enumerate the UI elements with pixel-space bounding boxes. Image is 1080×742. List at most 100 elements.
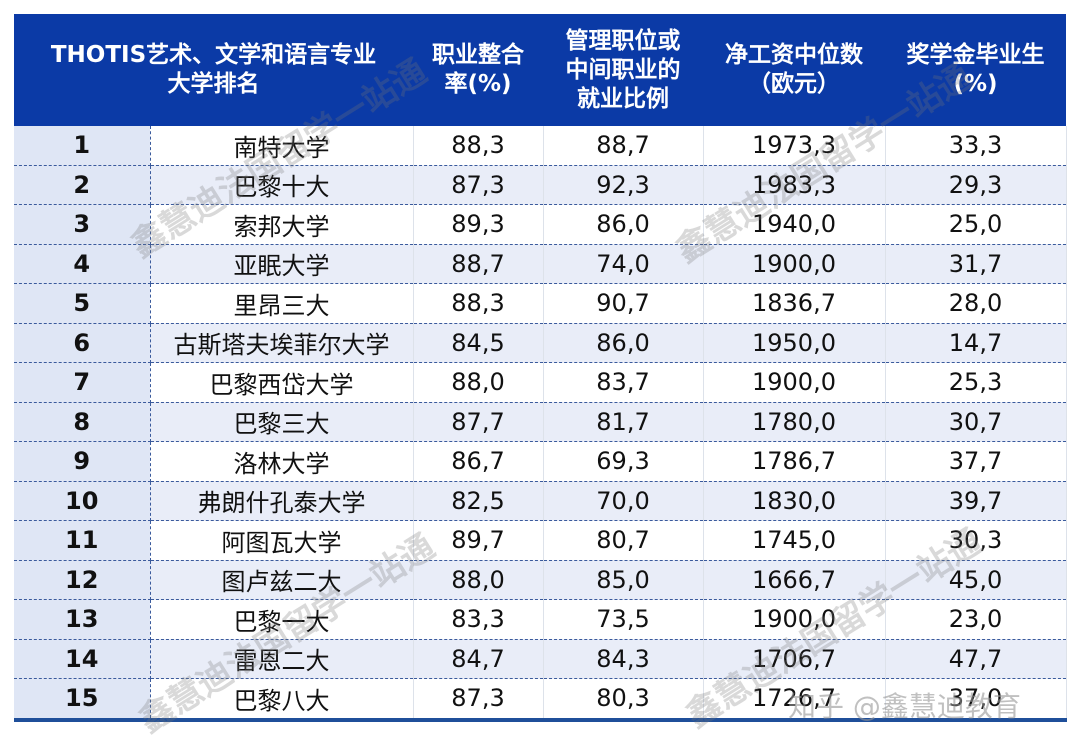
- integration-rate-cell: 88,7: [413, 244, 544, 284]
- table-row: 5 里昂三大 88,3 90,7 1836,7 28,0: [14, 283, 1067, 324]
- scholarship-grads-cell: 29,3: [885, 165, 1067, 205]
- median-salary-cell: 1780,0: [703, 402, 886, 442]
- university-name-cell: 图卢兹二大: [150, 560, 414, 600]
- management-ratio-cell: 92,3: [543, 165, 704, 205]
- median-salary-cell: 1950,0: [703, 323, 886, 363]
- management-ratio-cell: 84,3: [543, 639, 704, 679]
- rank-cell: 9: [14, 441, 151, 482]
- header-ranking: THOTIS艺术、文学和语言专业 大学排名: [14, 14, 413, 126]
- header-median-salary: 净工资中位数 （欧元）: [703, 14, 885, 126]
- scholarship-grads-cell: 47,7: [885, 639, 1067, 679]
- rank-cell: 15: [14, 678, 151, 722]
- median-salary-cell: 1983,3: [703, 165, 886, 205]
- rank-cell: 1: [14, 126, 151, 166]
- integration-rate-cell: 87,3: [413, 165, 544, 205]
- management-ratio-cell: 80,7: [543, 520, 704, 561]
- table-row: 4 亚眠大学 88,7 74,0 1900,0 31,7: [14, 244, 1067, 284]
- rank-cell: 3: [14, 204, 151, 245]
- ranking-table-container: THOTIS艺术、文学和语言专业 大学排名 职业整合 率(%) 管理职位或 中间…: [14, 14, 1067, 722]
- management-ratio-cell: 88,7: [543, 126, 704, 166]
- university-name-cell: 弗朗什孔泰大学: [150, 481, 414, 521]
- integration-rate-cell: 86,7: [413, 441, 544, 482]
- integration-rate-cell: 83,3: [413, 599, 544, 640]
- rank-cell: 14: [14, 639, 151, 679]
- scholarship-grads-cell: 33,3: [885, 126, 1067, 166]
- scholarship-grads-cell: 25,3: [885, 362, 1067, 403]
- table-row: 11 阿图瓦大学 89,7 80,7 1745,0 30,3: [14, 520, 1067, 561]
- median-salary-cell: 1973,3: [703, 126, 886, 166]
- median-salary-cell: 1900,0: [703, 599, 886, 640]
- integration-rate-cell: 88,0: [413, 362, 544, 403]
- median-salary-cell: 1940,0: [703, 204, 886, 245]
- median-salary-cell: 1706,7: [703, 639, 886, 679]
- management-ratio-cell: 74,0: [543, 244, 704, 284]
- integration-rate-cell: 87,3: [413, 678, 544, 722]
- scholarship-grads-cell: 28,0: [885, 283, 1067, 324]
- university-name-cell: 雷恩二大: [150, 639, 414, 679]
- scholarship-grads-cell: 37,0: [885, 678, 1067, 722]
- integration-rate-cell: 88,0: [413, 560, 544, 600]
- scholarship-grads-cell: 14,7: [885, 323, 1067, 363]
- university-name-cell: 巴黎西岱大学: [150, 362, 414, 403]
- table-row: 15 巴黎八大 87,3 80,3 1726,7 37,0: [14, 678, 1067, 722]
- rank-cell: 6: [14, 323, 151, 363]
- scholarship-grads-cell: 39,7: [885, 481, 1067, 521]
- scholarship-grads-cell: 31,7: [885, 244, 1067, 284]
- university-name-cell: 巴黎八大: [150, 678, 414, 722]
- university-name-cell: 古斯塔夫埃菲尔大学: [150, 323, 414, 363]
- management-ratio-cell: 85,0: [543, 560, 704, 600]
- management-ratio-cell: 80,3: [543, 678, 704, 722]
- table-row: 13 巴黎一大 83,3 73,5 1900,0 23,0: [14, 599, 1067, 640]
- rank-cell: 8: [14, 402, 151, 442]
- university-name-cell: 里昂三大: [150, 283, 414, 324]
- management-ratio-cell: 69,3: [543, 441, 704, 482]
- scholarship-grads-cell: 25,0: [885, 204, 1067, 245]
- median-salary-cell: 1786,7: [703, 441, 886, 482]
- scholarship-grads-cell: 30,3: [885, 520, 1067, 561]
- header-scholarship-grads: 奖学金毕业生 (%): [885, 14, 1066, 126]
- integration-rate-cell: 88,3: [413, 126, 544, 166]
- median-salary-cell: 1900,0: [703, 362, 886, 403]
- university-name-cell: 阿图瓦大学: [150, 520, 414, 561]
- table-row: 14 雷恩二大 84,7 84,3 1706,7 47,7: [14, 639, 1067, 679]
- table-row: 12 图卢兹二大 88,0 85,0 1666,7 45,0: [14, 560, 1067, 600]
- median-salary-cell: 1726,7: [703, 678, 886, 722]
- table-row: 8 巴黎三大 87,7 81,7 1780,0 30,7: [14, 402, 1067, 442]
- management-ratio-cell: 90,7: [543, 283, 704, 324]
- ranking-table: THOTIS艺术、文学和语言专业 大学排名 职业整合 率(%) 管理职位或 中间…: [14, 14, 1067, 722]
- table-row: 9 洛林大学 86,7 69,3 1786,7 37,7: [14, 441, 1067, 482]
- table-body: 1 南特大学 88,3 88,7 1973,3 33,3 2 巴黎十大 87,3 92,3 1983…: [14, 126, 1067, 722]
- rank-cell: 10: [14, 481, 151, 521]
- rank-cell: 5: [14, 283, 151, 324]
- management-ratio-cell: 83,7: [543, 362, 704, 403]
- management-ratio-cell: 70,0: [543, 481, 704, 521]
- rank-cell: 12: [14, 560, 151, 600]
- table-row: 6 古斯塔夫埃菲尔大学 84,5 86,0 1950,0 14,7: [14, 323, 1067, 363]
- header-integration-rate: 职业整合 率(%): [413, 14, 543, 126]
- table-row: 3 索邦大学 89,3 86,0 1940,0 25,0: [14, 204, 1067, 245]
- table-row: 10 弗朗什孔泰大学 82,5 70,0 1830,0 39,7: [14, 481, 1067, 521]
- management-ratio-cell: 86,0: [543, 323, 704, 363]
- integration-rate-cell: 88,3: [413, 283, 544, 324]
- rank-cell: 2: [14, 165, 151, 205]
- table-row: 7 巴黎西岱大学 88,0 83,7 1900,0 25,3: [14, 362, 1067, 403]
- university-name-cell: 亚眠大学: [150, 244, 414, 284]
- management-ratio-cell: 86,0: [543, 204, 704, 245]
- university-name-cell: 南特大学: [150, 126, 414, 166]
- integration-rate-cell: 89,3: [413, 204, 544, 245]
- university-name-cell: 洛林大学: [150, 441, 414, 482]
- scholarship-grads-cell: 30,7: [885, 402, 1067, 442]
- scholarship-grads-cell: 45,0: [885, 560, 1067, 600]
- integration-rate-cell: 84,7: [413, 639, 544, 679]
- scholarship-grads-cell: 23,0: [885, 599, 1067, 640]
- table-header: THOTIS艺术、文学和语言专业 大学排名 职业整合 率(%) 管理职位或 中间…: [14, 14, 1066, 126]
- median-salary-cell: 1836,7: [703, 283, 886, 324]
- rank-cell: 4: [14, 244, 151, 284]
- integration-rate-cell: 84,5: [413, 323, 544, 363]
- median-salary-cell: 1900,0: [703, 244, 886, 284]
- integration-rate-cell: 89,7: [413, 520, 544, 561]
- rank-cell: 11: [14, 520, 151, 561]
- university-name-cell: 巴黎一大: [150, 599, 414, 640]
- university-name-cell: 巴黎三大: [150, 402, 414, 442]
- header-row: THOTIS艺术、文学和语言专业 大学排名 职业整合 率(%) 管理职位或 中间…: [14, 14, 1066, 126]
